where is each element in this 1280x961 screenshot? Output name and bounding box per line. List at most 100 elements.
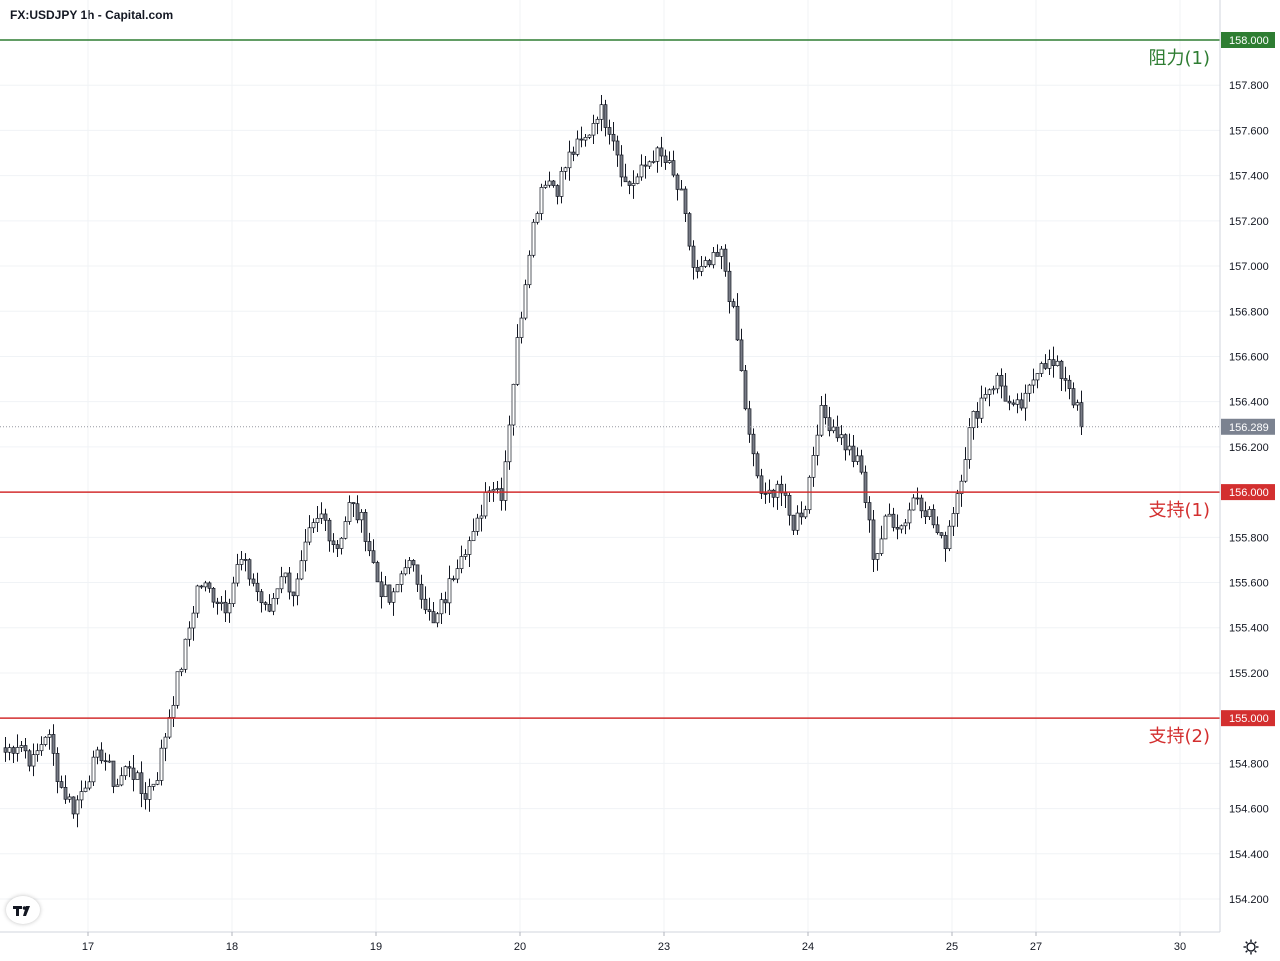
candle bbox=[731, 298, 736, 309]
candle bbox=[963, 447, 968, 483]
support-price-tag-bg bbox=[1221, 484, 1275, 501]
candle bbox=[899, 524, 904, 534]
candle bbox=[63, 775, 68, 804]
candle-body bbox=[647, 161, 652, 167]
candle-body bbox=[1043, 363, 1048, 369]
candle-body bbox=[291, 591, 296, 597]
candle-body bbox=[103, 760, 108, 763]
candle bbox=[879, 525, 884, 556]
candle-body bbox=[387, 584, 392, 603]
candle-body bbox=[591, 123, 596, 136]
candle-body bbox=[323, 513, 328, 521]
candle bbox=[243, 553, 248, 572]
candle bbox=[735, 293, 740, 342]
candle bbox=[775, 480, 780, 510]
y-tick-label: 156.600 bbox=[1229, 351, 1269, 363]
candle-body bbox=[419, 583, 424, 600]
candle bbox=[643, 156, 648, 179]
candle bbox=[223, 590, 228, 622]
support-price-tag-label: 155.000 bbox=[1229, 713, 1269, 725]
candle-body bbox=[723, 248, 728, 272]
candle-body bbox=[815, 434, 820, 456]
support-label: 支持(2) bbox=[1149, 726, 1211, 747]
candle bbox=[95, 746, 100, 765]
candle bbox=[715, 244, 720, 257]
candle-body bbox=[1019, 399, 1024, 409]
candle-body bbox=[183, 638, 188, 670]
candle bbox=[71, 796, 76, 819]
candle-body bbox=[915, 497, 920, 500]
candle bbox=[659, 136, 664, 167]
candle bbox=[359, 509, 364, 533]
candle bbox=[699, 256, 704, 277]
candle bbox=[263, 601, 268, 611]
candle bbox=[575, 130, 580, 157]
candle bbox=[787, 492, 792, 526]
candle bbox=[219, 596, 224, 611]
candle-body bbox=[495, 488, 500, 490]
x-tick-label: 17 bbox=[82, 941, 94, 953]
candle bbox=[451, 575, 456, 582]
candle bbox=[635, 173, 640, 185]
candle-body bbox=[191, 612, 196, 629]
candle bbox=[1059, 359, 1064, 392]
candle-body bbox=[503, 461, 508, 501]
candle-body bbox=[559, 171, 564, 197]
candle-body bbox=[27, 750, 32, 767]
candle bbox=[471, 518, 476, 542]
candle bbox=[411, 559, 416, 572]
candle-body bbox=[795, 512, 800, 531]
candle bbox=[155, 772, 160, 786]
candle-body bbox=[595, 118, 600, 124]
candle bbox=[467, 536, 472, 567]
candle bbox=[911, 494, 916, 511]
resistance-price-tag: 158.000 bbox=[1221, 32, 1275, 48]
y-tick-label: 156.800 bbox=[1229, 306, 1269, 318]
candle-body bbox=[819, 405, 824, 436]
candle-body bbox=[1003, 385, 1008, 402]
candle-body bbox=[435, 613, 440, 624]
candle bbox=[295, 573, 300, 606]
candle bbox=[755, 451, 760, 479]
candle bbox=[1031, 368, 1036, 394]
candle-body bbox=[1035, 373, 1040, 381]
candle-body bbox=[771, 489, 776, 498]
candle bbox=[607, 119, 612, 145]
candle bbox=[599, 95, 604, 132]
candle-body bbox=[1011, 402, 1016, 405]
candle bbox=[979, 385, 984, 423]
candle-body bbox=[755, 453, 760, 477]
candle-body bbox=[471, 531, 476, 542]
candle bbox=[971, 410, 976, 440]
candle-body bbox=[575, 138, 580, 155]
candle bbox=[43, 736, 48, 747]
candle-body bbox=[431, 611, 436, 624]
candle-body bbox=[199, 585, 204, 588]
candle-body bbox=[515, 337, 520, 385]
candle-body bbox=[335, 544, 340, 549]
candle-body bbox=[15, 747, 20, 754]
candle-body bbox=[139, 772, 144, 794]
candle-body bbox=[715, 252, 720, 257]
candle bbox=[479, 504, 484, 532]
candle-body bbox=[507, 424, 512, 463]
candle bbox=[131, 755, 136, 792]
candle bbox=[431, 602, 436, 624]
candle bbox=[59, 775, 64, 789]
candle-body bbox=[23, 745, 28, 752]
candle-body bbox=[1027, 384, 1032, 394]
candle-body bbox=[811, 455, 816, 478]
candle bbox=[67, 793, 72, 803]
y-tick-label: 157.800 bbox=[1229, 80, 1269, 92]
candle-body bbox=[339, 537, 344, 549]
candle-body bbox=[843, 434, 848, 451]
tradingview-logo-icon[interactable] bbox=[6, 896, 40, 924]
candle-body bbox=[983, 394, 988, 399]
gear-icon[interactable] bbox=[1242, 938, 1260, 956]
candle bbox=[39, 736, 44, 756]
candle bbox=[379, 571, 384, 609]
candle-body bbox=[415, 564, 420, 585]
candle bbox=[7, 743, 12, 761]
candle bbox=[1055, 355, 1060, 367]
